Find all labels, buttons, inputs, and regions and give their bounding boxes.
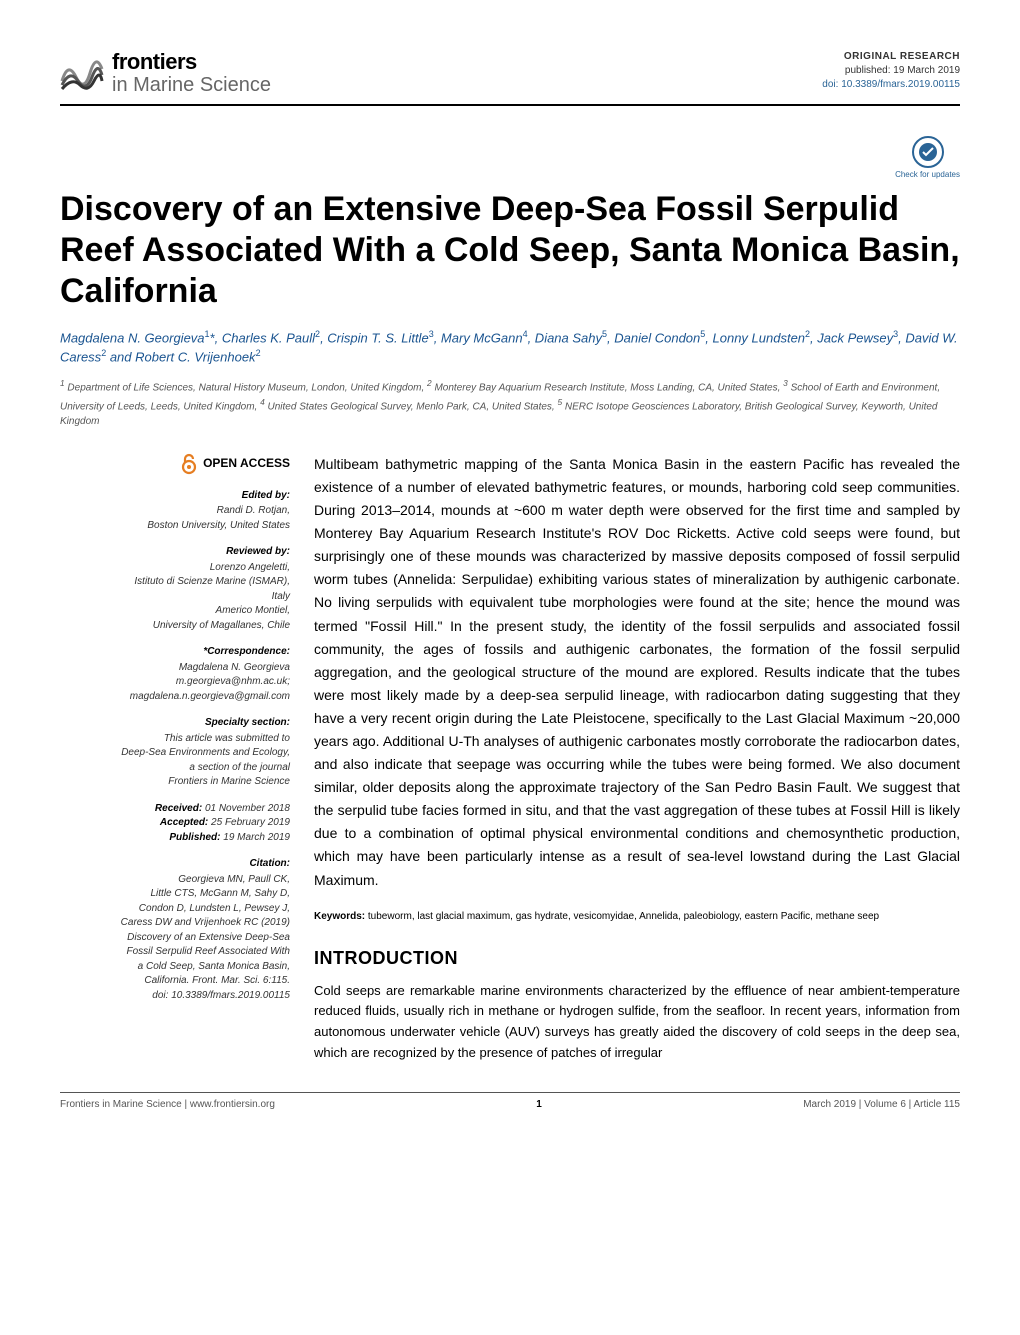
specialty-text: This article was submitted to Deep-Sea E… (121, 733, 290, 788)
check-updates-icon (912, 136, 944, 168)
edited-by-text: Randi D. Rotjan, Boston University, Unit… (147, 505, 290, 531)
affiliation-list: 1 Department of Life Sciences, Natural H… (60, 377, 960, 429)
published-label: Published: (169, 832, 220, 843)
specialty-label: Specialty section: (60, 716, 290, 731)
specialty-section: Specialty section: This article was subm… (60, 716, 290, 790)
reviewed-by-text: Lorenzo Angeletti, Istituto di Scienze M… (134, 562, 290, 631)
author-list: Magdalena N. Georgieva1*, Charles K. Pau… (60, 328, 960, 368)
accepted-label: Accepted: (160, 817, 208, 828)
published-date-line: published: 19 March 2019 (822, 64, 960, 78)
open-access-badge: OPEN ACCESS (181, 453, 290, 475)
journal-name: frontiers in Marine Science (112, 50, 271, 96)
header-meta: ORIGINAL RESEARCH published: 19 March 20… (822, 50, 960, 92)
correspondence-text: Magdalena N. Georgieva m.georgieva@nhm.a… (130, 662, 290, 702)
received-date: 01 November 2018 (205, 803, 290, 814)
citation-label: Citation: (60, 857, 290, 872)
journal-logo: frontiers in Marine Science (60, 50, 271, 96)
journal-name-top: frontiers (112, 50, 271, 74)
keywords-text: tubeworm, last glacial maximum, gas hydr… (368, 911, 879, 922)
reviewed-by-label: Reviewed by: (60, 545, 290, 560)
edited-by-section: Edited by: Randi D. Rotjan, Boston Unive… (60, 489, 290, 534)
article-type: ORIGINAL RESEARCH (822, 50, 960, 64)
article-title: Discovery of an Extensive Deep-Sea Fossi… (60, 189, 960, 311)
published-date: 19 March 2019 (223, 832, 290, 843)
keywords-line: Keywords: tubeworm, last glacial maximum… (314, 910, 960, 924)
introduction-heading: INTRODUCTION (314, 948, 960, 969)
dates-section: Received: 01 November 2018 Accepted: 25 … (60, 802, 290, 846)
open-access-icon (181, 453, 197, 475)
accepted-date: 25 February 2019 (211, 817, 290, 828)
edited-by-label: Edited by: (60, 489, 290, 504)
title-block: Discovery of an Extensive Deep-Sea Fossi… (60, 189, 960, 429)
doi-link[interactable]: doi: 10.3389/fmars.2019.00115 (822, 78, 960, 92)
citation-section: Citation: Georgieva MN, Paull CK, Little… (60, 857, 290, 1003)
reviewed-by-section: Reviewed by: Lorenzo Angeletti, Istituto… (60, 545, 290, 633)
frontiers-wave-icon (60, 51, 104, 95)
open-access-label: OPEN ACCESS (203, 455, 290, 472)
check-updates-label: Check for updates (895, 170, 960, 179)
correspondence-label: *Correspondence: (60, 645, 290, 660)
sidebar: OPEN ACCESS Edited by: Randi D. Rotjan, … (60, 453, 290, 1064)
footer-page-number: 1 (536, 1099, 542, 1110)
abstract-text: Multibeam bathymetric mapping of the San… (314, 453, 960, 892)
citation-text: Georgieva MN, Paull CK, Little CTS, McGa… (121, 874, 290, 1001)
page-footer: Frontiers in Marine Science | www.fronti… (60, 1092, 960, 1110)
check-for-updates[interactable]: Check for updates (895, 136, 960, 179)
main-columns: OPEN ACCESS Edited by: Randi D. Rotjan, … (60, 453, 960, 1064)
keywords-label: Keywords: (314, 911, 365, 922)
header-row: frontiers in Marine Science ORIGINAL RES… (60, 50, 960, 106)
received-label: Received: (155, 803, 202, 814)
footer-left: Frontiers in Marine Science | www.fronti… (60, 1099, 275, 1110)
introduction-text: Cold seeps are remarkable marine environ… (314, 981, 960, 1064)
journal-name-bottom: in Marine Science (112, 74, 271, 96)
main-content: Multibeam bathymetric mapping of the San… (314, 453, 960, 1064)
correspondence-section: *Correspondence: Magdalena N. Georgieva … (60, 645, 290, 704)
footer-right: March 2019 | Volume 6 | Article 115 (803, 1099, 960, 1110)
page: frontiers in Marine Science ORIGINAL RES… (0, 0, 1020, 1150)
